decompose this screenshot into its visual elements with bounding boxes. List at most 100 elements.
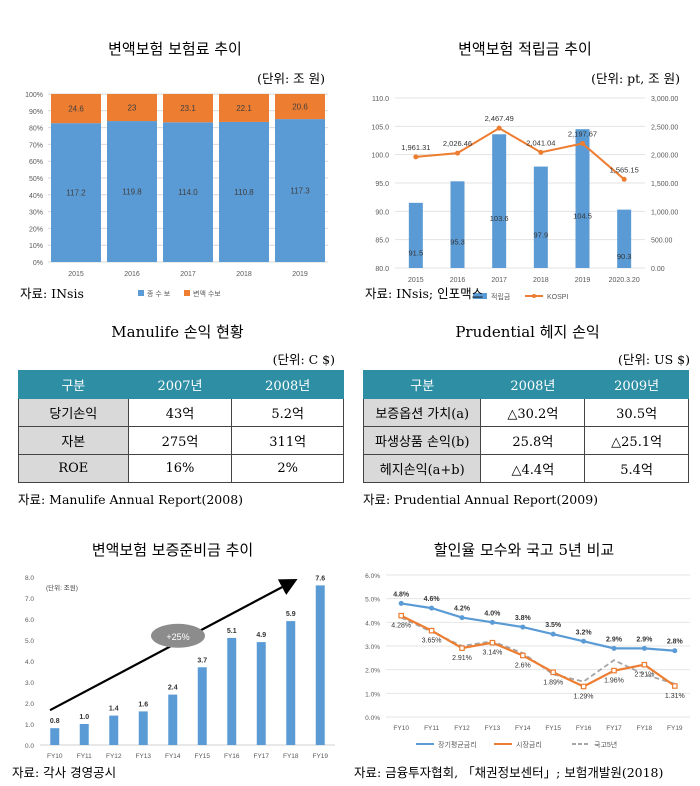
y-tick-label: 40% <box>29 193 43 200</box>
row-label-cell: 파생상품 손익(b) <box>362 426 482 455</box>
data-label: 1.4 <box>109 706 119 713</box>
y-tick-label: 85.0 <box>375 238 389 245</box>
line-point <box>489 619 495 625</box>
x-tick-label: 2018 <box>236 271 252 278</box>
y-tick-label: 100.0 <box>371 153 389 160</box>
data-label: 117.3 <box>290 187 310 196</box>
x-tick-label: 2017 <box>491 277 507 284</box>
row-label-cell: 보증옵션 가치(a) <box>362 398 482 427</box>
table-header-row: 구분 2008년 2009년 <box>362 370 689 399</box>
reserve-combo-chart: 80.0 85.0 90.0 95.0 100.0 105.0 110.0 0.00 500.0… <box>371 96 678 301</box>
y-tick-label: 6.0% <box>365 573 380 580</box>
reserve-trend-panel: 변액보험 적립금 추이 (단위: pt, 조 원) 80.0 85.0 90.0 95… <box>355 30 695 301</box>
x-tick-label: 2020.3.20 <box>609 277 640 284</box>
data-label: 114.0 <box>178 188 198 197</box>
line-point <box>621 176 627 182</box>
guarantee-reserve-bar-chart: 0.0 1.0 2.0 3.0 4.0 5.0 6.0 7.0 8.0 (단위: 조원) 0.8 FY… <box>25 575 335 760</box>
x-tick-label: FY13 <box>485 725 501 732</box>
y-tick-label: 0.0 <box>25 743 34 750</box>
data-label: 2.91% <box>452 655 472 662</box>
growth-label: +25% <box>166 632 189 642</box>
bar <box>227 637 237 745</box>
x-tick-label: FY17 <box>606 725 622 732</box>
bar <box>138 711 148 745</box>
y-tick-label: 3.0% <box>365 644 380 651</box>
bar <box>617 209 632 268</box>
x-tick-label: FY11 <box>424 725 439 732</box>
column-header: 2008년 <box>231 370 344 399</box>
bar <box>492 134 507 268</box>
line-point <box>611 667 617 674</box>
column-header: 구분 <box>18 370 129 399</box>
y-tick-label: 60% <box>29 159 43 166</box>
x-tick-label: FY19 <box>667 725 683 732</box>
line-point <box>672 683 678 689</box>
value-cell: 43억 <box>127 398 233 427</box>
bar-segment <box>51 94 101 124</box>
value-cell: 16% <box>127 454 233 483</box>
line-point <box>428 627 435 634</box>
data-label: 2,026.46 <box>443 139 472 148</box>
value-cell: 2% <box>231 454 344 483</box>
line-point <box>550 631 556 637</box>
data-label: 4.6% <box>424 596 441 603</box>
data-label: 5.1 <box>227 628 237 635</box>
data-label: 24.6 <box>68 105 84 114</box>
x-tick-label: 2019 <box>575 277 591 284</box>
bar-segment <box>107 121 157 262</box>
line-point <box>429 605 435 611</box>
x-tick-label: FY15 <box>194 753 210 760</box>
unit-label: (단위: C $) <box>272 352 335 367</box>
unit-label: (단위: 조원) <box>46 583 78 592</box>
unit-label: (단위: pt, 조 원) <box>591 71 680 86</box>
table-row: 보증옵션 가치(a) △30.2억 30.5억 <box>362 398 689 427</box>
manulife-table: 구분 2007년 2008년 당기손익 43억 5.2억 자본 275억 311억 ROE 16% 2… <box>18 370 344 483</box>
bar <box>109 715 119 745</box>
kospi-line <box>415 127 625 181</box>
source-note: 자료: INsis <box>20 286 84 301</box>
y-tick-label: 20% <box>29 226 43 233</box>
x-tick-label: FY16 <box>224 753 240 760</box>
bar <box>50 728 60 745</box>
unit-label: (단위: US $) <box>618 352 690 367</box>
line-point <box>611 645 617 651</box>
y-tick-label: 4.0 <box>25 659 34 666</box>
value-cell: △4.4억 <box>480 454 586 483</box>
data-label: 4.9 <box>256 632 266 639</box>
series-line <box>400 614 676 688</box>
legend-label: 장기평균금리 <box>438 740 477 749</box>
y-tick-label: 95.0 <box>375 181 389 188</box>
bar <box>168 694 178 745</box>
bar-segment <box>219 121 269 262</box>
data-label: 2,467.49 <box>485 114 514 123</box>
table-row: 자본 275억 311억 <box>18 426 344 455</box>
data-label: 3.8% <box>515 615 532 622</box>
data-label: 110.8 <box>234 188 254 197</box>
y-tick-label: 105.0 <box>371 124 389 131</box>
x-tick-label: FY11 <box>77 753 92 760</box>
x-tick-label: FY16 <box>576 725 592 732</box>
y2-tick-label: 3,000.00 <box>651 96 678 103</box>
data-label: 22.1 <box>236 104 252 113</box>
legend-label: 국고5년 <box>594 740 617 749</box>
data-label: 4.8% <box>393 591 410 598</box>
y-tick-label: 8.0 <box>25 575 34 582</box>
data-label: 1.0 <box>79 714 89 721</box>
y-tick-label: 80.0 <box>375 266 389 273</box>
data-label: 2.8% <box>667 639 684 646</box>
y-tick-label: 6.0 <box>25 617 34 624</box>
discount-rate-panel: 할인율 모수와 국고 5년 비교 0.0% 1.0% 2.0% 3.0% 4.0% 5.0… <box>348 535 700 785</box>
data-label: 2,041.04 <box>526 138 555 147</box>
y-tick-label: 2.0 <box>25 701 34 708</box>
bar-segment <box>163 94 213 123</box>
line-point <box>581 638 587 644</box>
data-label: 2.4 <box>168 685 178 692</box>
data-label: 1,565.15 <box>610 165 639 174</box>
column-header: 2009년 <box>584 370 689 399</box>
value-cell: △30.2억 <box>480 398 586 427</box>
unit-label: (단위: 조 원) <box>257 71 325 86</box>
bar <box>256 642 266 745</box>
y-tick-label: 7.0 <box>25 596 34 603</box>
y-tick-label: 0% <box>33 260 43 267</box>
y2-tick-label: 1,500.00 <box>651 181 678 188</box>
